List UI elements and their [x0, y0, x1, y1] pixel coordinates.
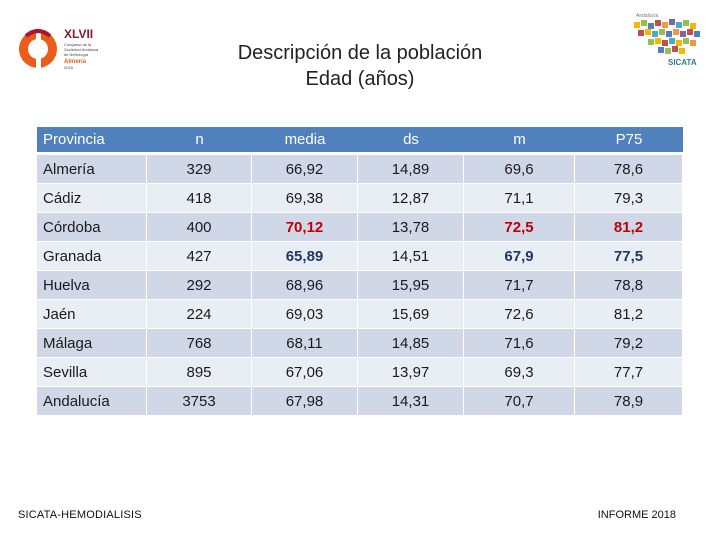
cell-p75: 79,3 — [575, 183, 683, 212]
cell-provincia: Granada — [37, 241, 147, 270]
svg-text:Andalucía: Andalucía — [636, 13, 658, 19]
cell-provincia: Almería — [37, 154, 147, 183]
cell-p75: 81,2 — [575, 299, 683, 328]
cell-ds: 15,69 — [358, 299, 464, 328]
cell-media: 69,38 — [252, 183, 358, 212]
congress-logo: XLVII Congreso de la Sociedad Andaluza d… — [19, 27, 99, 70]
col-media: media — [252, 127, 358, 154]
table-row: Jaén 224 69,03 15,69 72,6 81,2 — [37, 299, 683, 328]
cell-provincia: Jaén — [37, 299, 147, 328]
table-row-total: Andalucía 3753 67,98 14,31 70,7 78,9 — [37, 386, 683, 415]
age-table: Provincia n media ds m P75 Almería 329 6… — [37, 127, 683, 415]
svg-text:de Nefrología: de Nefrología — [64, 52, 89, 57]
cell-provincia: Huelva — [37, 270, 147, 299]
page-title: Descripción de la población Edad (años) — [0, 40, 720, 92]
svg-text:Congreso de la: Congreso de la — [64, 42, 92, 47]
cell-media: 68,11 — [252, 328, 358, 357]
cell-provincia: Andalucía — [37, 386, 147, 415]
table-row: Sevilla 895 67,06 13,97 69,3 77,7 — [37, 357, 683, 386]
cell-n: 400 — [147, 212, 252, 241]
cell-m-highlight-low: 67,9 — [464, 241, 575, 270]
cell-ds: 14,51 — [358, 241, 464, 270]
cell-m: 72,6 — [464, 299, 575, 328]
cell-n: 292 — [147, 270, 252, 299]
cell-p75: 77,7 — [575, 357, 683, 386]
cell-p75: 78,9 — [575, 386, 683, 415]
table-row: Almería 329 66,92 14,89 69,6 78,6 — [37, 154, 683, 183]
cell-provincia: Córdoba — [37, 212, 147, 241]
cell-p75-highlight-low: 77,5 — [575, 241, 683, 270]
title-line-1: Descripción de la población — [237, 42, 483, 64]
cell-p75: 78,6 — [575, 154, 683, 183]
col-m: m — [464, 127, 575, 154]
cell-media: 67,98 — [252, 386, 358, 415]
cell-n: 768 — [147, 328, 252, 357]
cell-m: 71,6 — [464, 328, 575, 357]
cell-provincia: Málaga — [37, 328, 147, 357]
table-row: Huelva 292 68,96 15,95 71,7 78,8 — [37, 270, 683, 299]
cell-media: 68,96 — [252, 270, 358, 299]
cell-ds: 12,87 — [358, 183, 464, 212]
cell-p75: 78,8 — [575, 270, 683, 299]
cell-ds: 14,31 — [358, 386, 464, 415]
sicata-text: SICATA — [668, 58, 697, 67]
cell-m: 70,7 — [464, 386, 575, 415]
cell-m: 71,1 — [464, 183, 575, 212]
cell-p75: 79,2 — [575, 328, 683, 357]
table-row: Granada 427 65,89 14,51 67,9 77,5 — [37, 241, 683, 270]
cell-ds: 15,95 — [358, 270, 464, 299]
cell-m: 69,3 — [464, 357, 575, 386]
cell-media: 69,03 — [252, 299, 358, 328]
cell-m: 69,6 — [464, 154, 575, 183]
cell-p75-highlight-high: 81,2 — [575, 212, 683, 241]
cell-ds: 13,78 — [358, 212, 464, 241]
cell-ds: 13,97 — [358, 357, 464, 386]
cell-media-highlight-low: 65,89 — [252, 241, 358, 270]
cell-m: 71,7 — [464, 270, 575, 299]
cell-n: 418 — [147, 183, 252, 212]
cell-n: 329 — [147, 154, 252, 183]
table-header-row: Provincia n media ds m P75 — [37, 127, 683, 154]
cell-n: 895 — [147, 357, 252, 386]
svg-text:2018: 2018 — [64, 65, 74, 70]
cell-provincia: Sevilla — [37, 357, 147, 386]
cell-m-highlight-high: 72,5 — [464, 212, 575, 241]
table-row: Málaga 768 68,11 14,85 71,6 79,2 — [37, 328, 683, 357]
cell-media: 66,92 — [252, 154, 358, 183]
cell-ds: 14,85 — [358, 328, 464, 357]
cell-n: 224 — [147, 299, 252, 328]
svg-text:Sociedad Andaluza: Sociedad Andaluza — [64, 47, 99, 52]
table-row: Cádiz 418 69,38 12,87 71,1 79,3 — [37, 183, 683, 212]
footer-left: SICATA-HEMODIALISIS — [18, 509, 142, 521]
title-line-2: Edad (años) — [305, 68, 415, 90]
congress-city: Almería — [64, 59, 87, 65]
footer-right: INFORME 2018 — [597, 509, 676, 521]
cell-ds: 14,89 — [358, 154, 464, 183]
sicata-logo: Andalucía SICATA — [634, 13, 700, 67]
col-p75: P75 — [575, 127, 683, 154]
cell-provincia: Cádiz — [37, 183, 147, 212]
cell-media: 67,06 — [252, 357, 358, 386]
col-n: n — [147, 127, 252, 154]
table-row: Córdoba 400 70,12 13,78 72,5 81,2 — [37, 212, 683, 241]
cell-n: 427 — [147, 241, 252, 270]
col-ds: ds — [358, 127, 464, 154]
cell-n: 3753 — [147, 386, 252, 415]
col-provincia: Provincia — [37, 127, 147, 154]
cell-media-highlight-high: 70,12 — [252, 212, 358, 241]
congress-number: XLVII — [64, 27, 93, 41]
